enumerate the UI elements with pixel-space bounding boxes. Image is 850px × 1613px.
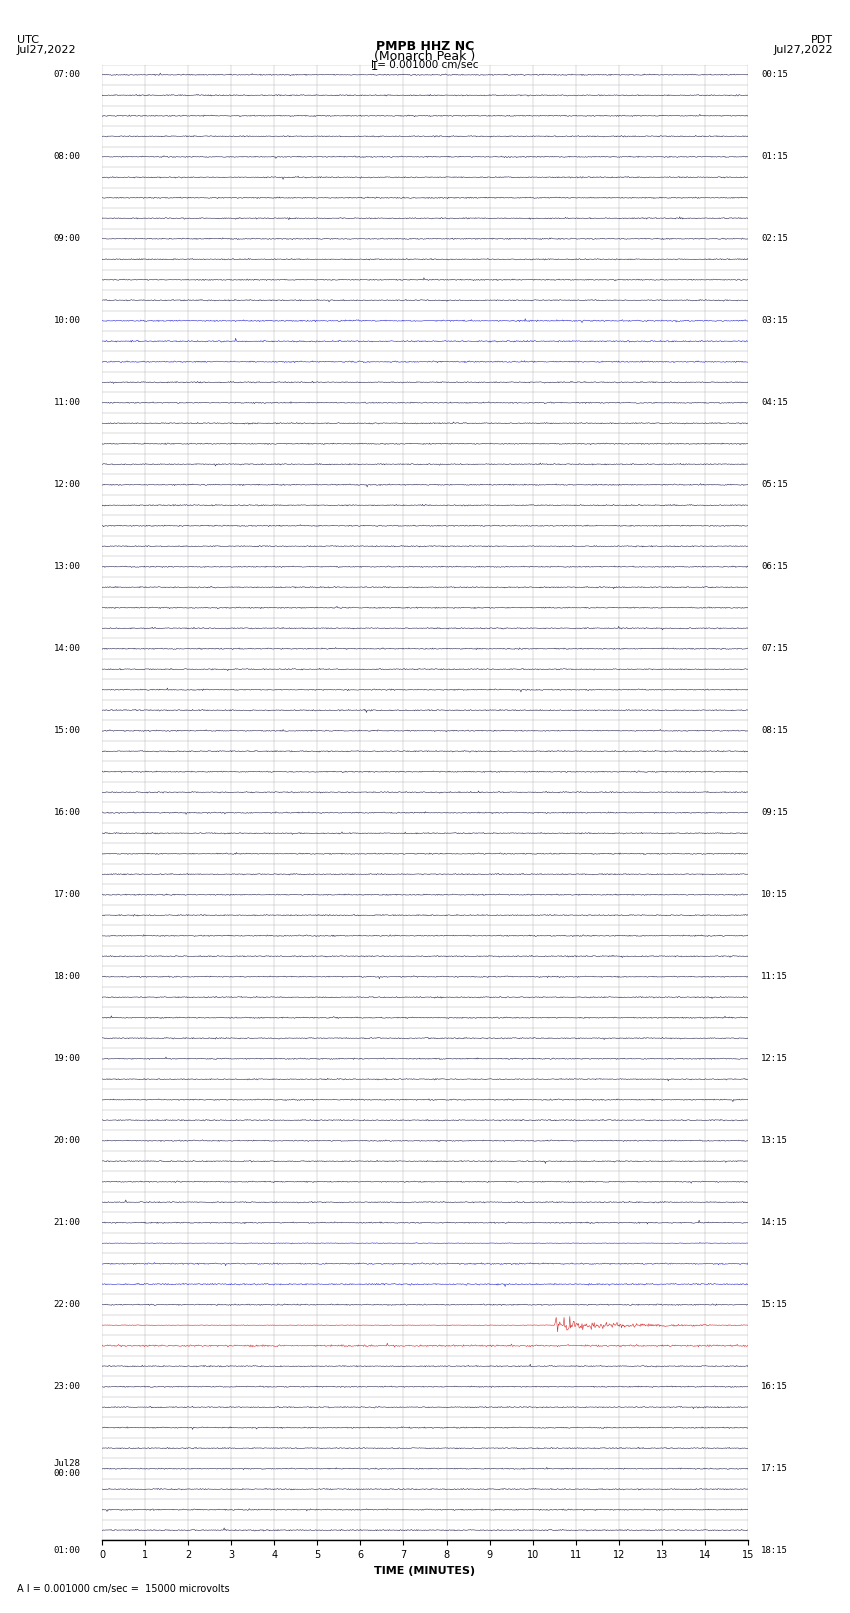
Text: 22:00: 22:00 — [54, 1300, 81, 1310]
Text: PMPB HHZ NC: PMPB HHZ NC — [376, 40, 474, 53]
Text: A I = 0.001000 cm/sec =  15000 microvolts: A I = 0.001000 cm/sec = 15000 microvolts — [17, 1584, 230, 1594]
Text: 09:15: 09:15 — [761, 808, 788, 818]
Text: 07:15: 07:15 — [761, 644, 788, 653]
Text: 08:00: 08:00 — [54, 152, 81, 161]
Text: Jul27,2022: Jul27,2022 — [17, 45, 76, 55]
Text: 06:15: 06:15 — [761, 563, 788, 571]
Text: 14:00: 14:00 — [54, 644, 81, 653]
Text: 07:00: 07:00 — [54, 71, 81, 79]
Text: 12:00: 12:00 — [54, 481, 81, 489]
Text: I = 0.001000 cm/sec: I = 0.001000 cm/sec — [371, 60, 479, 69]
Text: 17:15: 17:15 — [761, 1465, 788, 1473]
Text: Jul28
00:00: Jul28 00:00 — [54, 1460, 81, 1479]
Text: Jul27,2022: Jul27,2022 — [774, 45, 833, 55]
Text: 20:00: 20:00 — [54, 1136, 81, 1145]
Text: 17:00: 17:00 — [54, 890, 81, 898]
Text: 18:15: 18:15 — [761, 1547, 788, 1555]
Text: PDT: PDT — [811, 35, 833, 45]
Text: 16:15: 16:15 — [761, 1382, 788, 1390]
Text: 19:00: 19:00 — [54, 1055, 81, 1063]
Text: 11:00: 11:00 — [54, 398, 81, 406]
Text: 00:15: 00:15 — [761, 71, 788, 79]
Text: 09:00: 09:00 — [54, 234, 81, 244]
Text: 01:15: 01:15 — [761, 152, 788, 161]
Text: UTC: UTC — [17, 35, 39, 45]
Text: 11:15: 11:15 — [761, 973, 788, 981]
Text: (Monarch Peak ): (Monarch Peak ) — [374, 50, 476, 63]
Text: I: I — [371, 60, 377, 73]
Text: 13:00: 13:00 — [54, 563, 81, 571]
Text: 12:15: 12:15 — [761, 1055, 788, 1063]
Text: 01:00: 01:00 — [54, 1547, 81, 1555]
Text: 03:15: 03:15 — [761, 316, 788, 326]
Text: 13:15: 13:15 — [761, 1136, 788, 1145]
Text: 15:00: 15:00 — [54, 726, 81, 736]
Text: 15:15: 15:15 — [761, 1300, 788, 1310]
X-axis label: TIME (MINUTES): TIME (MINUTES) — [375, 1566, 475, 1576]
Text: 10:00: 10:00 — [54, 316, 81, 326]
Text: 02:15: 02:15 — [761, 234, 788, 244]
Text: 16:00: 16:00 — [54, 808, 81, 818]
Text: 14:15: 14:15 — [761, 1218, 788, 1227]
Text: 08:15: 08:15 — [761, 726, 788, 736]
Text: 21:00: 21:00 — [54, 1218, 81, 1227]
Text: 18:00: 18:00 — [54, 973, 81, 981]
Text: 10:15: 10:15 — [761, 890, 788, 898]
Text: 05:15: 05:15 — [761, 481, 788, 489]
Text: 04:15: 04:15 — [761, 398, 788, 406]
Text: 23:00: 23:00 — [54, 1382, 81, 1390]
